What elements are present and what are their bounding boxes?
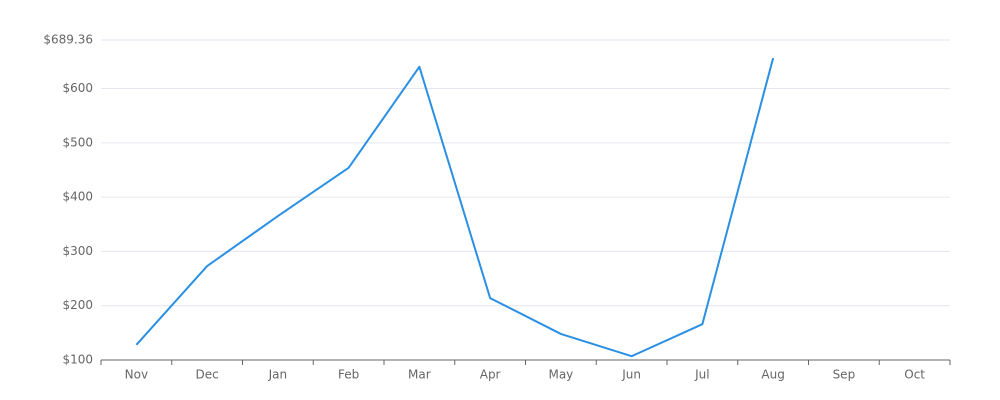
x-tick-label: Jan [268,368,288,382]
y-tick-label: $100 [62,353,93,367]
x-tick-label: May [548,368,573,382]
y-tick-label: $400 [62,190,93,204]
y-tick-label: $300 [62,244,93,258]
y-tick-label: $200 [62,298,93,312]
x-tick-label: Feb [338,368,359,382]
x-tick-label: Aug [761,368,784,382]
line [135,57,775,358]
x-tick-label: Jul [694,368,709,382]
x-tick-label: Mar [408,368,431,382]
x-tick-label: Dec [196,368,219,382]
y-tick-label: $689.36 [43,33,93,47]
y-tick-label: $500 [62,135,93,149]
x-tick-label: Jun [621,368,641,382]
y-tick-label: $600 [62,81,93,95]
x-tick-label: Nov [125,368,148,382]
x-tick-label: Oct [904,368,925,382]
x-tick-label: Sep [833,368,856,382]
x-tick-label: Apr [480,368,501,382]
